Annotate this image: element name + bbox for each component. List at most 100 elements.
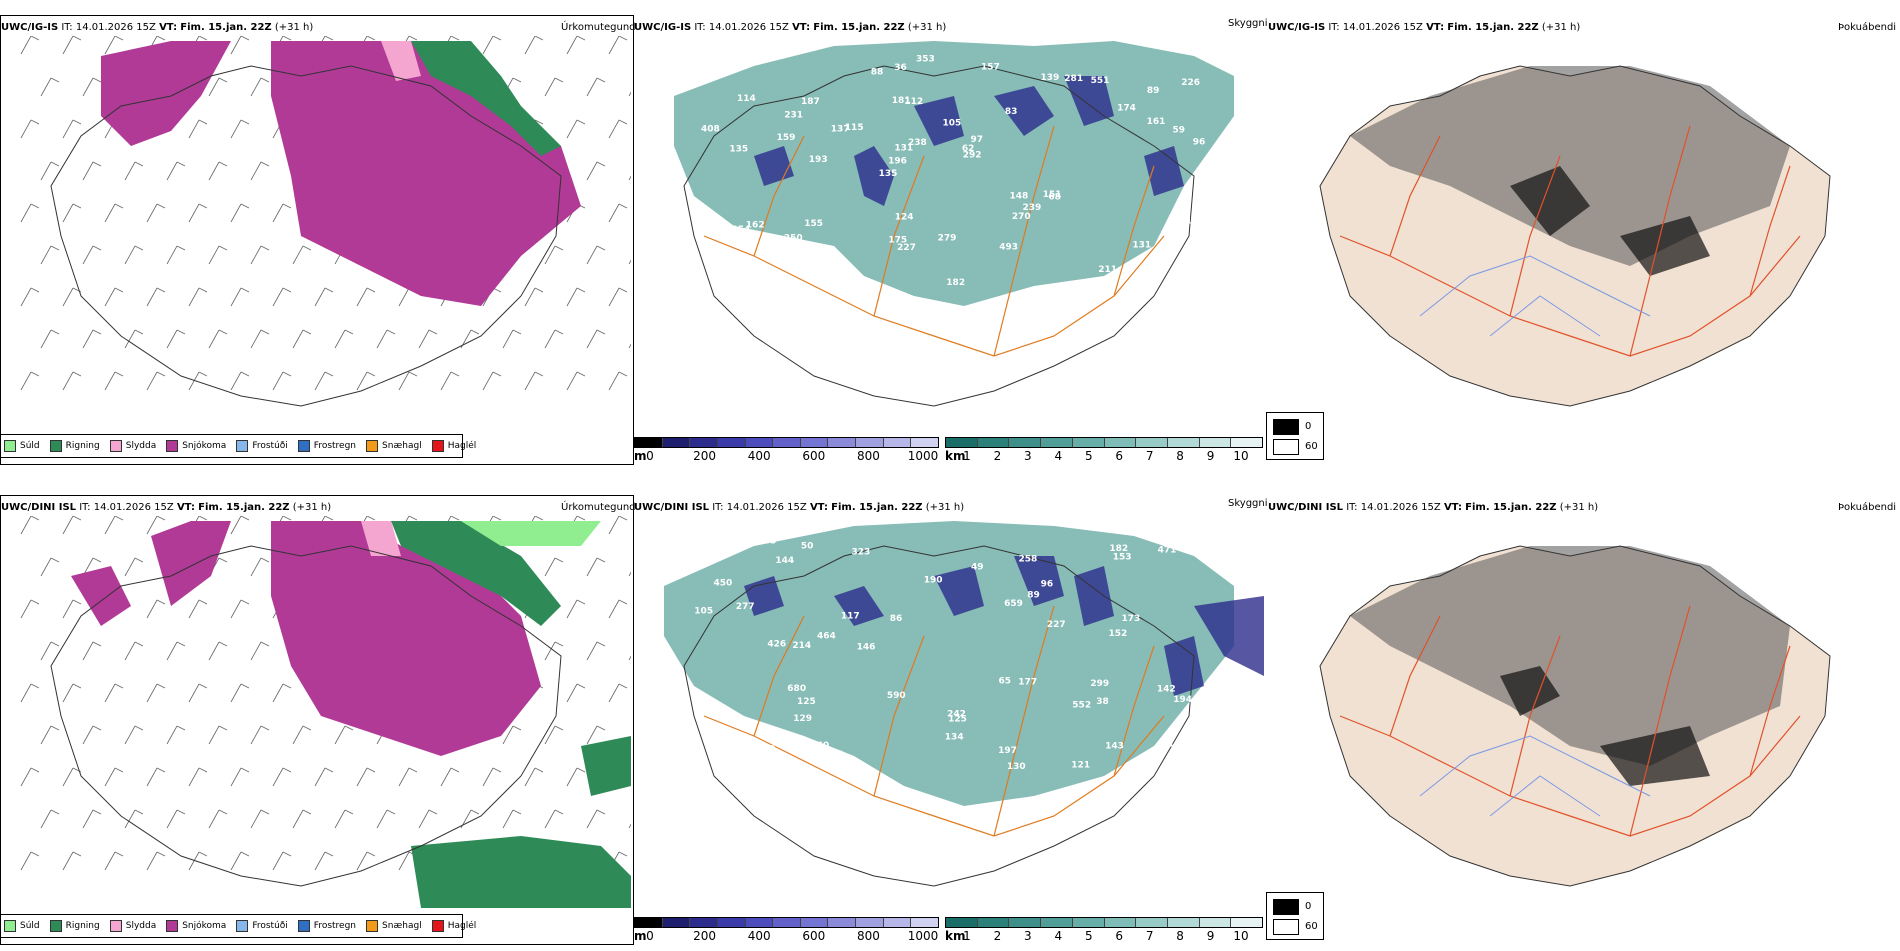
precip-type-panel	[0, 495, 634, 945]
colorbar-cell	[1167, 918, 1200, 927]
elevation-label: 227	[897, 243, 916, 253]
swatch	[236, 920, 249, 932]
colorbar-cell	[1199, 438, 1232, 447]
visibility-colorbar: km 1 2 3 4 5 6 7 8 9 10	[945, 437, 1263, 471]
elevation-label: 227	[1047, 620, 1066, 630]
wind-barb	[314, 287, 334, 307]
wind-barb	[482, 371, 502, 391]
sleet-region	[361, 521, 401, 556]
colorbar-tick: 1	[963, 449, 971, 463]
elevation-label: 173	[1122, 614, 1141, 624]
panel-header: UWC/DINI ISL IT: 14.01.2026 15Z VT: Fim.…	[1268, 502, 1598, 513]
road-network	[703, 125, 1165, 357]
elevation-label: 151	[1043, 190, 1062, 200]
elevation-label: 155	[804, 219, 823, 229]
wind-barb	[314, 767, 334, 787]
elevation-label: 96	[1041, 580, 1054, 590]
elevation-label: 105	[943, 119, 962, 129]
fog-value-dark: 0	[1305, 421, 1312, 432]
elevation-label: 62	[962, 144, 975, 154]
wind-barb	[502, 725, 522, 745]
colorbar-tick: 0	[646, 449, 654, 463]
elevation-label: 131	[894, 144, 913, 154]
elevation-label: 129	[793, 714, 812, 724]
swatch	[49, 920, 62, 932]
elevation-label: 174	[1117, 103, 1136, 113]
colorbar-cells	[634, 917, 939, 928]
colorbar-cells	[945, 437, 1263, 448]
elevation-label: 114	[737, 94, 756, 104]
wind-barb	[272, 767, 292, 787]
colorbar-tick: 8	[1176, 449, 1184, 463]
elevation-label: 238	[908, 138, 927, 148]
wind-barb	[482, 767, 502, 787]
wind-barb	[40, 557, 60, 577]
colorbar-cell	[662, 438, 691, 447]
elevation-labels: 9313589135832671811051621151068611297681…	[701, 55, 1205, 292]
wind-barb	[166, 725, 186, 745]
iceland-coastline	[1319, 545, 1831, 887]
colorbar-cell	[1136, 918, 1168, 927]
wind-barb	[272, 203, 292, 223]
it-label: IT:	[712, 502, 724, 513]
colorbar-tick: 10	[1233, 929, 1249, 943]
road-network	[703, 605, 1165, 837]
legend-item-hail: Haglél	[431, 920, 476, 932]
it-value: 14.01.2026 15Z	[726, 502, 807, 513]
colorbar-cell	[1041, 438, 1073, 447]
swatch	[109, 920, 122, 932]
colorbar-tick: 4	[1054, 449, 1063, 463]
colorbar-tick: 600	[802, 929, 826, 943]
elevation-label: 124	[895, 212, 914, 222]
colorbar-cell	[946, 918, 978, 927]
colorbar-tick: 1000	[907, 449, 939, 463]
model-name: UWC/IG-IS	[1268, 22, 1326, 33]
wind-barb	[20, 371, 40, 391]
elevation-label: 165	[1168, 740, 1187, 750]
wind-barb	[104, 683, 124, 703]
elevation-label: 90	[802, 263, 815, 273]
wind-barb	[502, 329, 522, 349]
elevation-label: 139	[1041, 73, 1060, 83]
precip-map	[20, 516, 631, 908]
fog-legend: 0 60	[1266, 892, 1324, 940]
colorbar-tick: 10	[1233, 449, 1249, 463]
height-colorbar: m 0 200 400 600 800 1000	[634, 437, 939, 471]
colorbar-tick: 2	[993, 929, 1002, 943]
wind-barb	[608, 119, 628, 139]
panel-title: Þokuábendi	[1838, 502, 1897, 513]
iceland-coastline	[50, 545, 562, 887]
elevation-label: 226	[1181, 78, 1200, 88]
swatch	[297, 920, 310, 932]
elevation-label: 552	[1072, 701, 1091, 711]
wind-barb	[104, 287, 124, 307]
wind-barb	[82, 725, 102, 745]
legend-item-snow-pellets: Snæhagl	[366, 440, 422, 452]
wind-barb	[314, 851, 334, 871]
wind-barb	[272, 851, 292, 871]
elevation-label: 105	[758, 537, 777, 547]
legend-item-snow-pellets: Snæhagl	[366, 920, 422, 932]
colorbar-cell	[1104, 438, 1137, 447]
wind-barb	[104, 36, 124, 55]
panel-title: Þokuábendi	[1838, 22, 1897, 33]
wind-barb	[230, 36, 250, 55]
wind-barb	[188, 767, 208, 787]
elevation-label: 137	[831, 125, 850, 135]
wind-barb	[460, 809, 480, 829]
colorbar-cell	[690, 918, 718, 927]
colorbar-cell	[1136, 438, 1168, 447]
elevation-label: 86	[788, 246, 801, 256]
visibility-colorbar: km 1 2 3 4 5 6 7 8 9 10	[945, 917, 1263, 951]
elevation-label: 110	[757, 745, 776, 755]
wind-barb	[188, 599, 208, 619]
wind-barb	[40, 809, 60, 829]
wind-barb	[208, 245, 228, 265]
wind-barb	[292, 809, 312, 829]
elevation-label: 96	[1193, 137, 1206, 147]
panel-header: UWC/IG-IS IT: 14.01.2026 15Z VT: Fim. 15…	[634, 22, 946, 33]
colorbar-ticks: m 0 200 400 600 800 1000	[634, 928, 939, 944]
elevation-label: 131	[1132, 240, 1151, 250]
wind-barb	[250, 557, 270, 577]
elevation-label: 148	[1010, 191, 1029, 201]
